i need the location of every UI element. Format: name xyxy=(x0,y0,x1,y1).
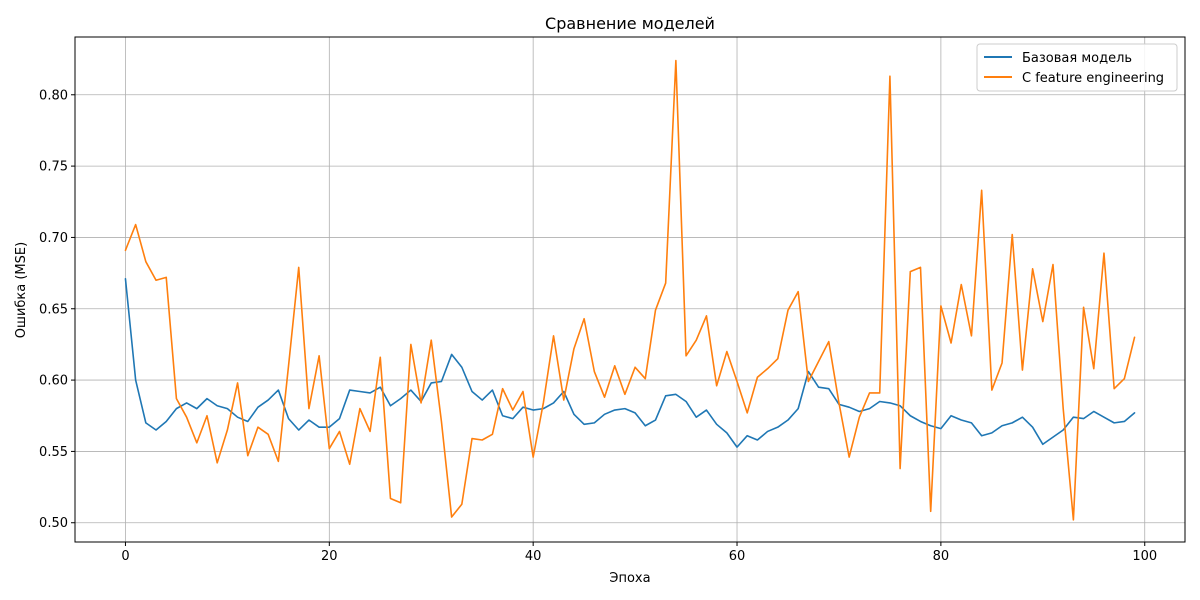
legend-label-feature-engineering: C feature engineering xyxy=(1022,71,1164,86)
y-tick-label: 0.50 xyxy=(39,516,68,531)
grid-lines xyxy=(75,37,1185,542)
y-tick-label: 0.80 xyxy=(39,88,68,103)
axis-ticks: 0 20 40 60 80 100 0.50 0.55 0.60 0.65 0.70 0.75 0.80 xyxy=(39,88,1157,564)
x-tick-label: 80 xyxy=(933,549,950,564)
chart-title: Сравнение моделей xyxy=(545,14,715,33)
x-tick-label: 40 xyxy=(525,549,542,564)
y-tick-label: 0.75 xyxy=(39,160,68,175)
series-line-feature-engineering xyxy=(124,59,1136,521)
x-axis-label: Эпоха xyxy=(609,571,650,586)
series-lines xyxy=(124,59,1136,521)
y-tick-label: 0.55 xyxy=(39,445,68,460)
y-tick-label: 0.70 xyxy=(39,231,68,246)
plot-area-frame xyxy=(74,36,1186,543)
x-tick-label: 100 xyxy=(1132,549,1157,564)
y-tick-label: 0.60 xyxy=(39,374,68,389)
legend-label-base-model: Базовая модель xyxy=(1022,51,1132,66)
y-tick-label: 0.65 xyxy=(39,302,68,317)
x-tick-label: 20 xyxy=(321,549,338,564)
series-line-base-model xyxy=(124,277,1136,448)
legend: Базовая модель C feature engineering xyxy=(976,43,1178,92)
legend-box xyxy=(976,43,1178,92)
y-axis-label: Ошибка (MSE) xyxy=(14,242,29,338)
x-tick-label: 60 xyxy=(729,549,746,564)
x-tick-label: 0 xyxy=(121,549,129,564)
